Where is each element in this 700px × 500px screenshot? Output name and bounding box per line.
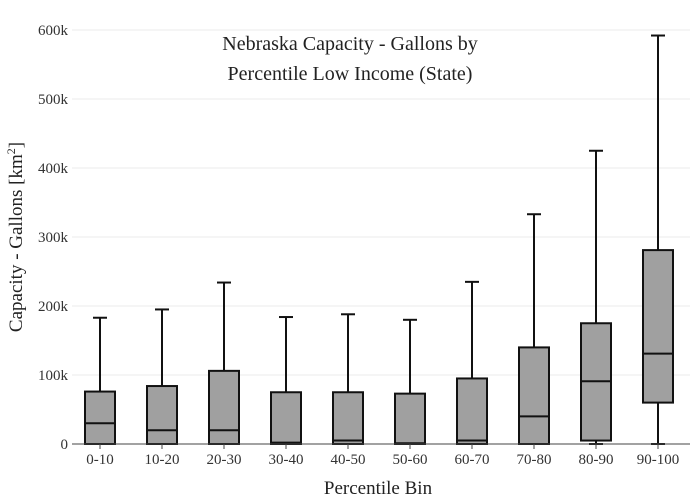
box-iqr	[208, 369, 240, 445]
x-tick-label: 80-90	[579, 452, 614, 468]
box-series	[84, 34, 674, 446]
x-tick-label: 90-100	[637, 452, 680, 468]
y-tick-label: 0	[61, 437, 69, 453]
box-iqr	[456, 377, 488, 446]
y-tick-label: 100k	[38, 368, 69, 384]
chart-title-line-2: Percentile Low Income (State)	[228, 63, 473, 85]
y-tick-label: 300k	[38, 230, 69, 246]
x-tick-label: 20-30	[207, 452, 242, 468]
box-80-90	[580, 149, 612, 445]
box-iqr	[332, 391, 364, 445]
x-tick-label: 40-50	[331, 452, 366, 468]
y-tick-label: 400k	[38, 161, 69, 177]
box-iqr	[518, 346, 550, 445]
box-70-80	[518, 213, 550, 445]
box-90-100	[642, 34, 674, 445]
box-iqr	[642, 249, 674, 404]
box-50-60	[394, 318, 426, 446]
chart-title-line-1: Nebraska Capacity - Gallons by	[222, 33, 477, 55]
y-tick-label: 200k	[38, 299, 69, 315]
y-axis-title-superscript: 2	[4, 148, 18, 154]
box-iqr	[84, 390, 116, 445]
y-tick-label: 500k	[38, 92, 69, 108]
box-10-20	[146, 308, 178, 446]
y-tick-label: 600k	[38, 23, 69, 39]
box-iqr	[146, 385, 178, 446]
y-axis-title: Capacity - Gallons [km2]	[4, 142, 27, 332]
box-20-30	[208, 281, 240, 445]
box-iqr	[270, 391, 302, 445]
x-tick-label: 70-80	[517, 452, 552, 468]
x-tick-label: 50-60	[393, 452, 428, 468]
box-0-10	[84, 316, 116, 445]
y-axis-title-main: Capacity - Gallons [km	[6, 154, 27, 332]
x-axis-title: Percentile Bin	[324, 478, 433, 499]
box-30-40	[270, 316, 302, 445]
box-40-50	[332, 313, 364, 445]
x-tick-label: 10-20	[145, 452, 180, 468]
y-axis-title-close: ]	[6, 142, 27, 148]
axes: 0 100k 200k 300k 400k 500k 600k 0-10 10-20 20-30 3…	[38, 23, 690, 468]
x-tick-label: 30-40	[269, 452, 304, 468]
box-iqr	[394, 392, 426, 446]
x-tick-label: 60-70	[455, 452, 490, 468]
x-tick-label: 0-10	[86, 452, 114, 468]
